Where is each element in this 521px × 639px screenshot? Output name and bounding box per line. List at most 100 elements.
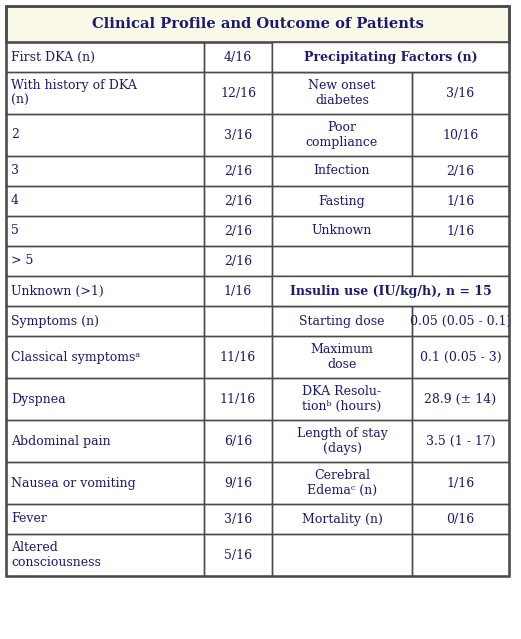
Bar (412, 114, 509, 156)
Bar (412, 420, 509, 462)
Bar (204, 114, 272, 156)
Bar (412, 420, 509, 462)
Bar (412, 72, 509, 114)
Text: 0/16: 0/16 (446, 512, 475, 525)
Bar (272, 462, 412, 504)
Text: Nausea or vomiting: Nausea or vomiting (11, 477, 136, 489)
Bar (272, 186, 412, 216)
Bar (6, 534, 204, 576)
Text: Symptoms (n): Symptoms (n) (11, 314, 99, 328)
Bar (272, 114, 412, 156)
Bar (6, 6, 509, 42)
Text: 1/16: 1/16 (446, 224, 475, 238)
Bar (412, 378, 509, 420)
Text: 3/16: 3/16 (224, 128, 252, 141)
Bar (412, 534, 509, 576)
Bar (272, 276, 412, 306)
Bar (6, 216, 204, 246)
Bar (6, 420, 204, 462)
Bar (6, 156, 204, 186)
Bar (412, 246, 509, 276)
Bar (204, 306, 272, 336)
Bar (204, 72, 272, 114)
Bar (272, 276, 509, 306)
Bar (6, 504, 204, 534)
Text: 4/16: 4/16 (224, 50, 252, 63)
Bar (204, 306, 272, 336)
Bar (6, 276, 204, 306)
Text: 5/16: 5/16 (224, 548, 252, 562)
Bar (204, 420, 272, 462)
Bar (204, 114, 272, 156)
Bar (6, 462, 204, 504)
Bar (272, 114, 412, 156)
Bar (204, 156, 272, 186)
Bar (272, 216, 412, 246)
Bar (412, 156, 509, 186)
Bar (412, 306, 509, 336)
Bar (6, 276, 204, 306)
Bar (204, 276, 272, 306)
Bar (6, 6, 509, 576)
Bar (272, 42, 412, 72)
Bar (412, 378, 509, 420)
Bar (204, 462, 272, 504)
Bar (412, 306, 509, 336)
Text: 1/16: 1/16 (446, 477, 475, 489)
Bar (272, 534, 412, 576)
Bar (272, 276, 412, 306)
Bar (272, 504, 412, 534)
Bar (412, 462, 509, 504)
Text: Unknown (>1): Unknown (>1) (11, 284, 104, 298)
Text: Fasting: Fasting (319, 194, 365, 208)
Text: Maximum
dose: Maximum dose (311, 343, 374, 371)
Text: DKA Resolu-
tionᵇ (hours): DKA Resolu- tionᵇ (hours) (302, 385, 381, 413)
Bar (272, 42, 509, 72)
Bar (412, 246, 509, 276)
Text: 4: 4 (11, 194, 19, 208)
Text: 3.5 (1 - 17): 3.5 (1 - 17) (426, 435, 495, 447)
Bar (204, 378, 272, 420)
Bar (204, 156, 272, 186)
Bar (412, 504, 509, 534)
Bar (272, 534, 412, 576)
Text: 3/16: 3/16 (446, 86, 475, 100)
Bar (6, 186, 204, 216)
Bar (6, 246, 204, 276)
Bar (204, 420, 272, 462)
Bar (6, 72, 204, 114)
Bar (6, 246, 204, 276)
Bar (204, 504, 272, 534)
Bar (204, 336, 272, 378)
Bar (272, 378, 412, 420)
Bar (412, 336, 509, 378)
Bar (204, 42, 272, 72)
Text: Infection: Infection (314, 164, 370, 178)
Bar (6, 114, 204, 156)
Bar (272, 72, 412, 114)
Text: Cerebral
Edemaᶜ (n): Cerebral Edemaᶜ (n) (307, 469, 377, 497)
Bar (272, 216, 412, 246)
Bar (412, 72, 509, 114)
Bar (272, 420, 412, 462)
Bar (412, 534, 509, 576)
Bar (204, 186, 272, 216)
Text: 2: 2 (11, 128, 19, 141)
Text: Altered
consciousness: Altered consciousness (11, 541, 101, 569)
Bar (272, 156, 412, 186)
Bar (204, 534, 272, 576)
Text: Starting dose: Starting dose (299, 314, 384, 328)
Text: 11/16: 11/16 (220, 392, 256, 406)
Bar (272, 186, 412, 216)
Bar (204, 378, 272, 420)
Bar (6, 504, 204, 534)
Text: Classical symptomsᵃ: Classical symptomsᵃ (11, 351, 140, 364)
Bar (204, 534, 272, 576)
Bar (6, 72, 204, 114)
Text: 2/16: 2/16 (224, 254, 252, 268)
Bar (272, 306, 412, 336)
Text: 2/16: 2/16 (224, 194, 252, 208)
Text: 9/16: 9/16 (224, 477, 252, 489)
Bar (412, 42, 509, 72)
Bar (204, 246, 272, 276)
